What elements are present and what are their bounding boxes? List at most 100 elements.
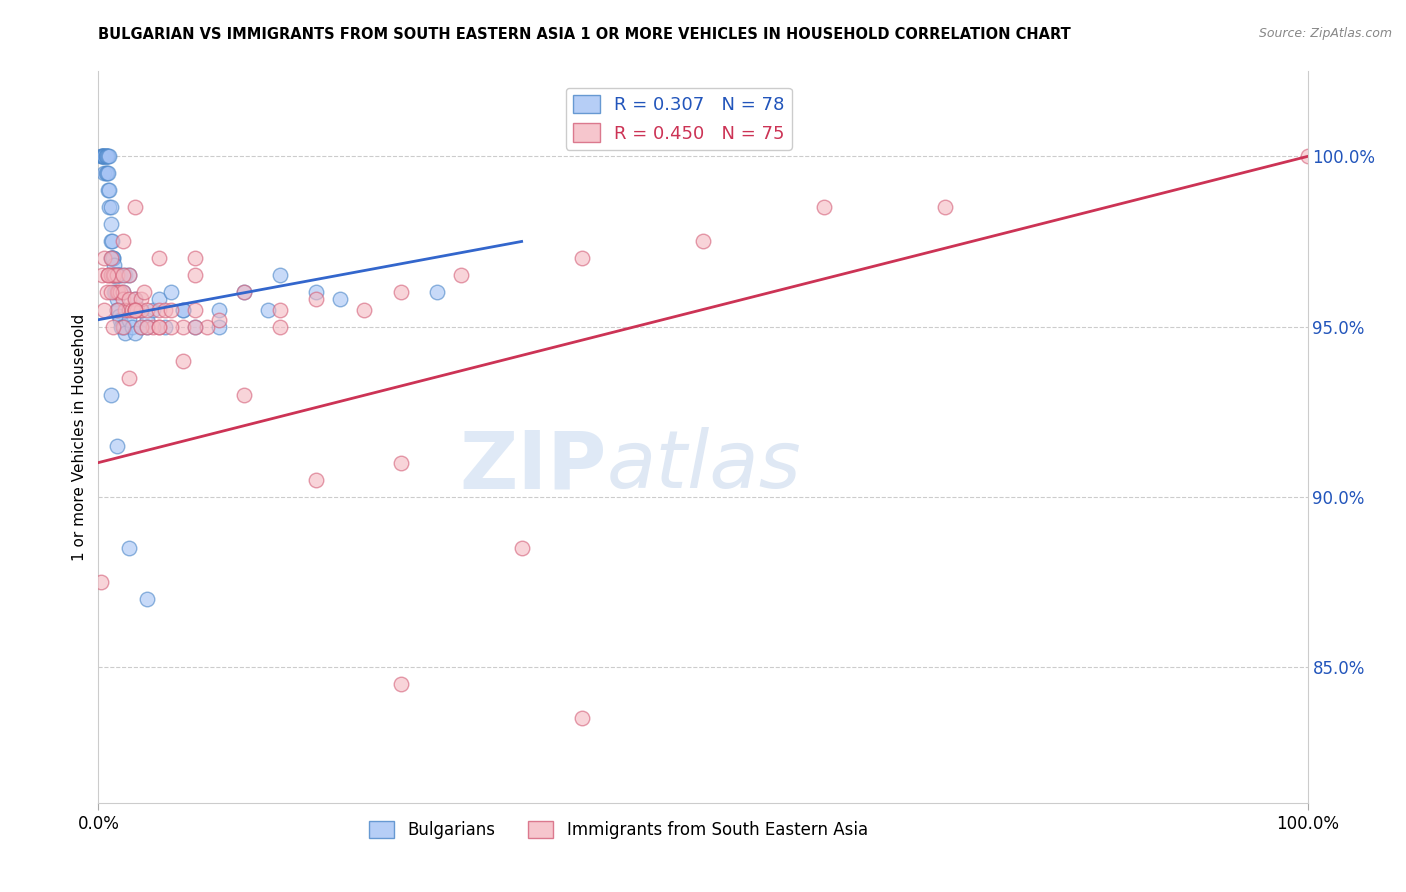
Point — [184, 319, 207, 334]
Point — [160, 319, 183, 334]
Point — [93, 149, 115, 163]
Point — [100, 387, 122, 401]
Point — [108, 310, 131, 324]
Point — [232, 387, 254, 401]
Text: ZIP: ZIP — [458, 427, 606, 506]
Point — [148, 319, 170, 334]
Point — [96, 285, 118, 300]
Point — [108, 285, 131, 300]
Point — [97, 268, 120, 283]
Point — [100, 252, 122, 266]
Point — [114, 302, 136, 317]
Point — [172, 319, 194, 334]
Point — [103, 258, 125, 272]
Point — [813, 201, 835, 215]
Point — [269, 302, 291, 317]
Point — [232, 285, 254, 300]
Point — [353, 302, 375, 317]
Point — [108, 268, 131, 283]
Point — [208, 312, 231, 326]
Point — [107, 285, 129, 300]
Point — [104, 285, 127, 300]
Point — [98, 183, 121, 197]
Point — [96, 166, 118, 180]
Point — [105, 302, 128, 317]
Point — [124, 201, 146, 215]
Point — [172, 302, 194, 317]
Point — [934, 201, 956, 215]
Point — [111, 293, 134, 307]
Point — [129, 302, 152, 317]
Point — [1296, 149, 1319, 163]
Point — [450, 268, 472, 283]
Point — [104, 268, 127, 283]
Point — [305, 285, 328, 300]
Point — [172, 353, 194, 368]
Point — [100, 268, 122, 283]
Text: BULGARIAN VS IMMIGRANTS FROM SOUTH EASTERN ASIA 1 OR MORE VEHICLES IN HOUSEHOLD : BULGARIAN VS IMMIGRANTS FROM SOUTH EASTE… — [98, 27, 1071, 42]
Point — [305, 293, 328, 307]
Point — [160, 302, 183, 317]
Point — [118, 268, 141, 283]
Point — [184, 252, 207, 266]
Point — [94, 149, 117, 163]
Point — [91, 268, 114, 283]
Point — [195, 319, 218, 334]
Point — [118, 312, 141, 326]
Point — [305, 473, 328, 487]
Point — [184, 302, 207, 317]
Point — [111, 319, 134, 334]
Point — [129, 319, 152, 334]
Point — [108, 268, 131, 283]
Point — [105, 293, 128, 307]
Point — [101, 252, 124, 266]
Point — [153, 319, 176, 334]
Point — [121, 319, 143, 334]
Point — [91, 149, 114, 163]
Point — [127, 302, 149, 317]
Point — [110, 319, 132, 334]
Point — [94, 166, 117, 180]
Point — [329, 293, 352, 307]
Point — [93, 149, 115, 163]
Point — [118, 541, 141, 555]
Point — [97, 183, 120, 197]
Point — [100, 252, 122, 266]
Point — [93, 302, 115, 317]
Point — [153, 302, 176, 317]
Point — [105, 268, 128, 283]
Point — [101, 319, 124, 334]
Point — [172, 302, 194, 317]
Point — [114, 268, 136, 283]
Point — [208, 319, 231, 334]
Point — [148, 293, 170, 307]
Point — [510, 541, 533, 555]
Point — [100, 235, 122, 249]
Point — [98, 201, 121, 215]
Point — [103, 268, 125, 283]
Point — [93, 252, 115, 266]
Point — [100, 252, 122, 266]
Point — [107, 268, 129, 283]
Point — [101, 252, 124, 266]
Point — [135, 591, 157, 606]
Point — [148, 252, 170, 266]
Point — [97, 268, 120, 283]
Point — [118, 302, 141, 317]
Point — [129, 319, 152, 334]
Legend: Bulgarians, Immigrants from South Eastern Asia: Bulgarians, Immigrants from South Easter… — [363, 814, 875, 846]
Point — [135, 312, 157, 326]
Point — [108, 312, 131, 326]
Point — [118, 293, 141, 307]
Point — [184, 319, 207, 334]
Text: Source: ZipAtlas.com: Source: ZipAtlas.com — [1258, 27, 1392, 40]
Point — [389, 456, 412, 470]
Point — [111, 235, 134, 249]
Point — [426, 285, 449, 300]
Point — [96, 149, 118, 163]
Point — [232, 285, 254, 300]
Point — [256, 302, 278, 317]
Point — [124, 302, 146, 317]
Point — [118, 268, 141, 283]
Point — [121, 302, 143, 317]
